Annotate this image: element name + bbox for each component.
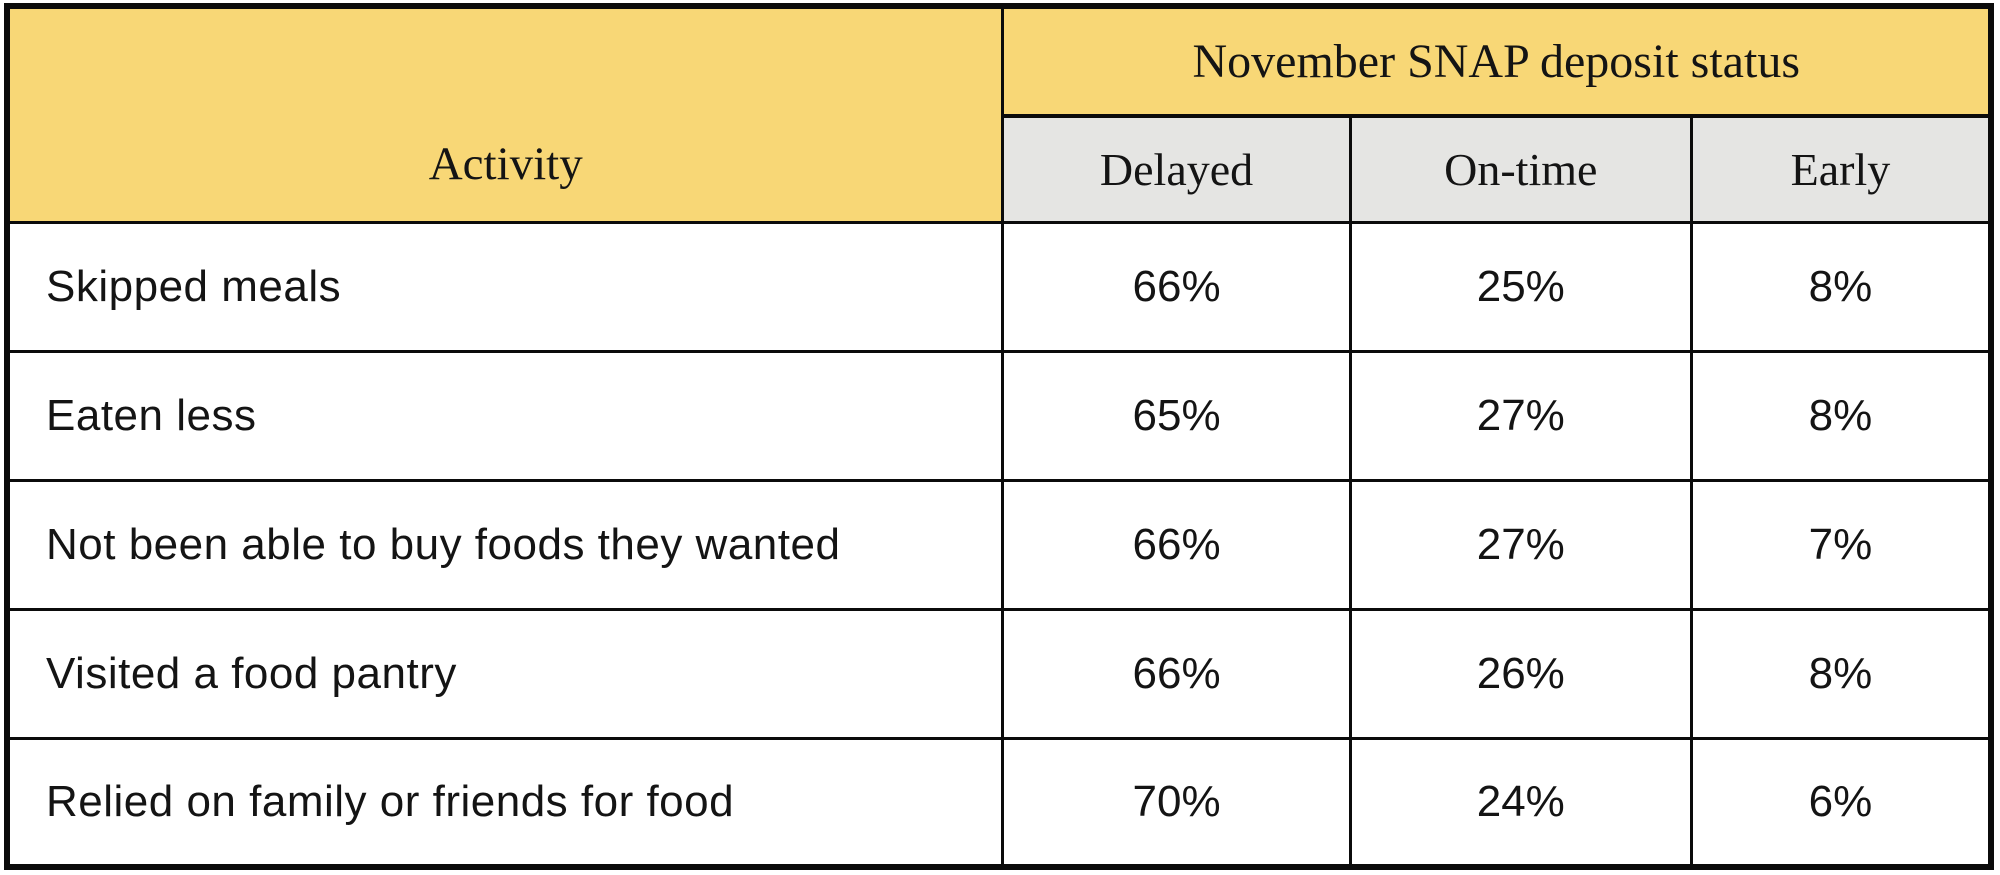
value-cell-delayed: 66%: [1001, 220, 1352, 353]
activity-cell: Not been able to buy foods they wanted: [5, 478, 1005, 611]
table-row: Visited a food pantry 66% 26% 8%: [5, 607, 1993, 740]
activity-cell: Visited a food pantry: [5, 607, 1005, 740]
value-cell-early: 7%: [1689, 478, 1993, 611]
table-row: Relied on family or friends for food 70%…: [5, 736, 1993, 869]
table-row: Not been able to buy foods they wanted 6…: [5, 478, 1993, 611]
column-header-row: Delayed On-time Early: [7, 114, 1993, 224]
table-row: Eaten less 65% 27% 8%: [5, 349, 1993, 482]
value-cell-early: 8%: [1689, 220, 1993, 353]
snap-status-table: Activity November SNAP deposit status De…: [4, 3, 1994, 870]
value-cell-early: 8%: [1689, 607, 1993, 740]
value-cell-early: 8%: [1689, 349, 1993, 482]
activity-cell: Eaten less: [5, 349, 1005, 482]
value-cell-on-time: 24%: [1348, 736, 1693, 869]
activity-column-header: Activity: [5, 4, 1005, 224]
value-cell-delayed: 65%: [1001, 349, 1352, 482]
group-header: November SNAP deposit status: [1001, 4, 1993, 118]
value-cell-delayed: 66%: [1001, 478, 1352, 611]
group-header-row: Activity November SNAP deposit status: [5, 4, 1993, 224]
activity-cell: Skipped meals: [5, 220, 1005, 353]
value-cell-early: 6%: [1689, 736, 1993, 869]
column-header-delayed: Delayed: [1001, 114, 1352, 224]
value-cell-on-time: 25%: [1348, 220, 1693, 353]
column-header-on-time: On-time: [1348, 114, 1693, 224]
value-cell-delayed: 66%: [1001, 607, 1352, 740]
value-cell-on-time: 27%: [1348, 349, 1693, 482]
value-cell-on-time: 27%: [1348, 478, 1693, 611]
column-header-early: Early: [1689, 114, 1993, 224]
value-cell-on-time: 26%: [1348, 607, 1693, 740]
activity-cell: Relied on family or friends for food: [5, 736, 1005, 869]
table-row: Skipped meals 66% 25% 8%: [5, 220, 1993, 353]
value-cell-delayed: 70%: [1001, 736, 1352, 869]
